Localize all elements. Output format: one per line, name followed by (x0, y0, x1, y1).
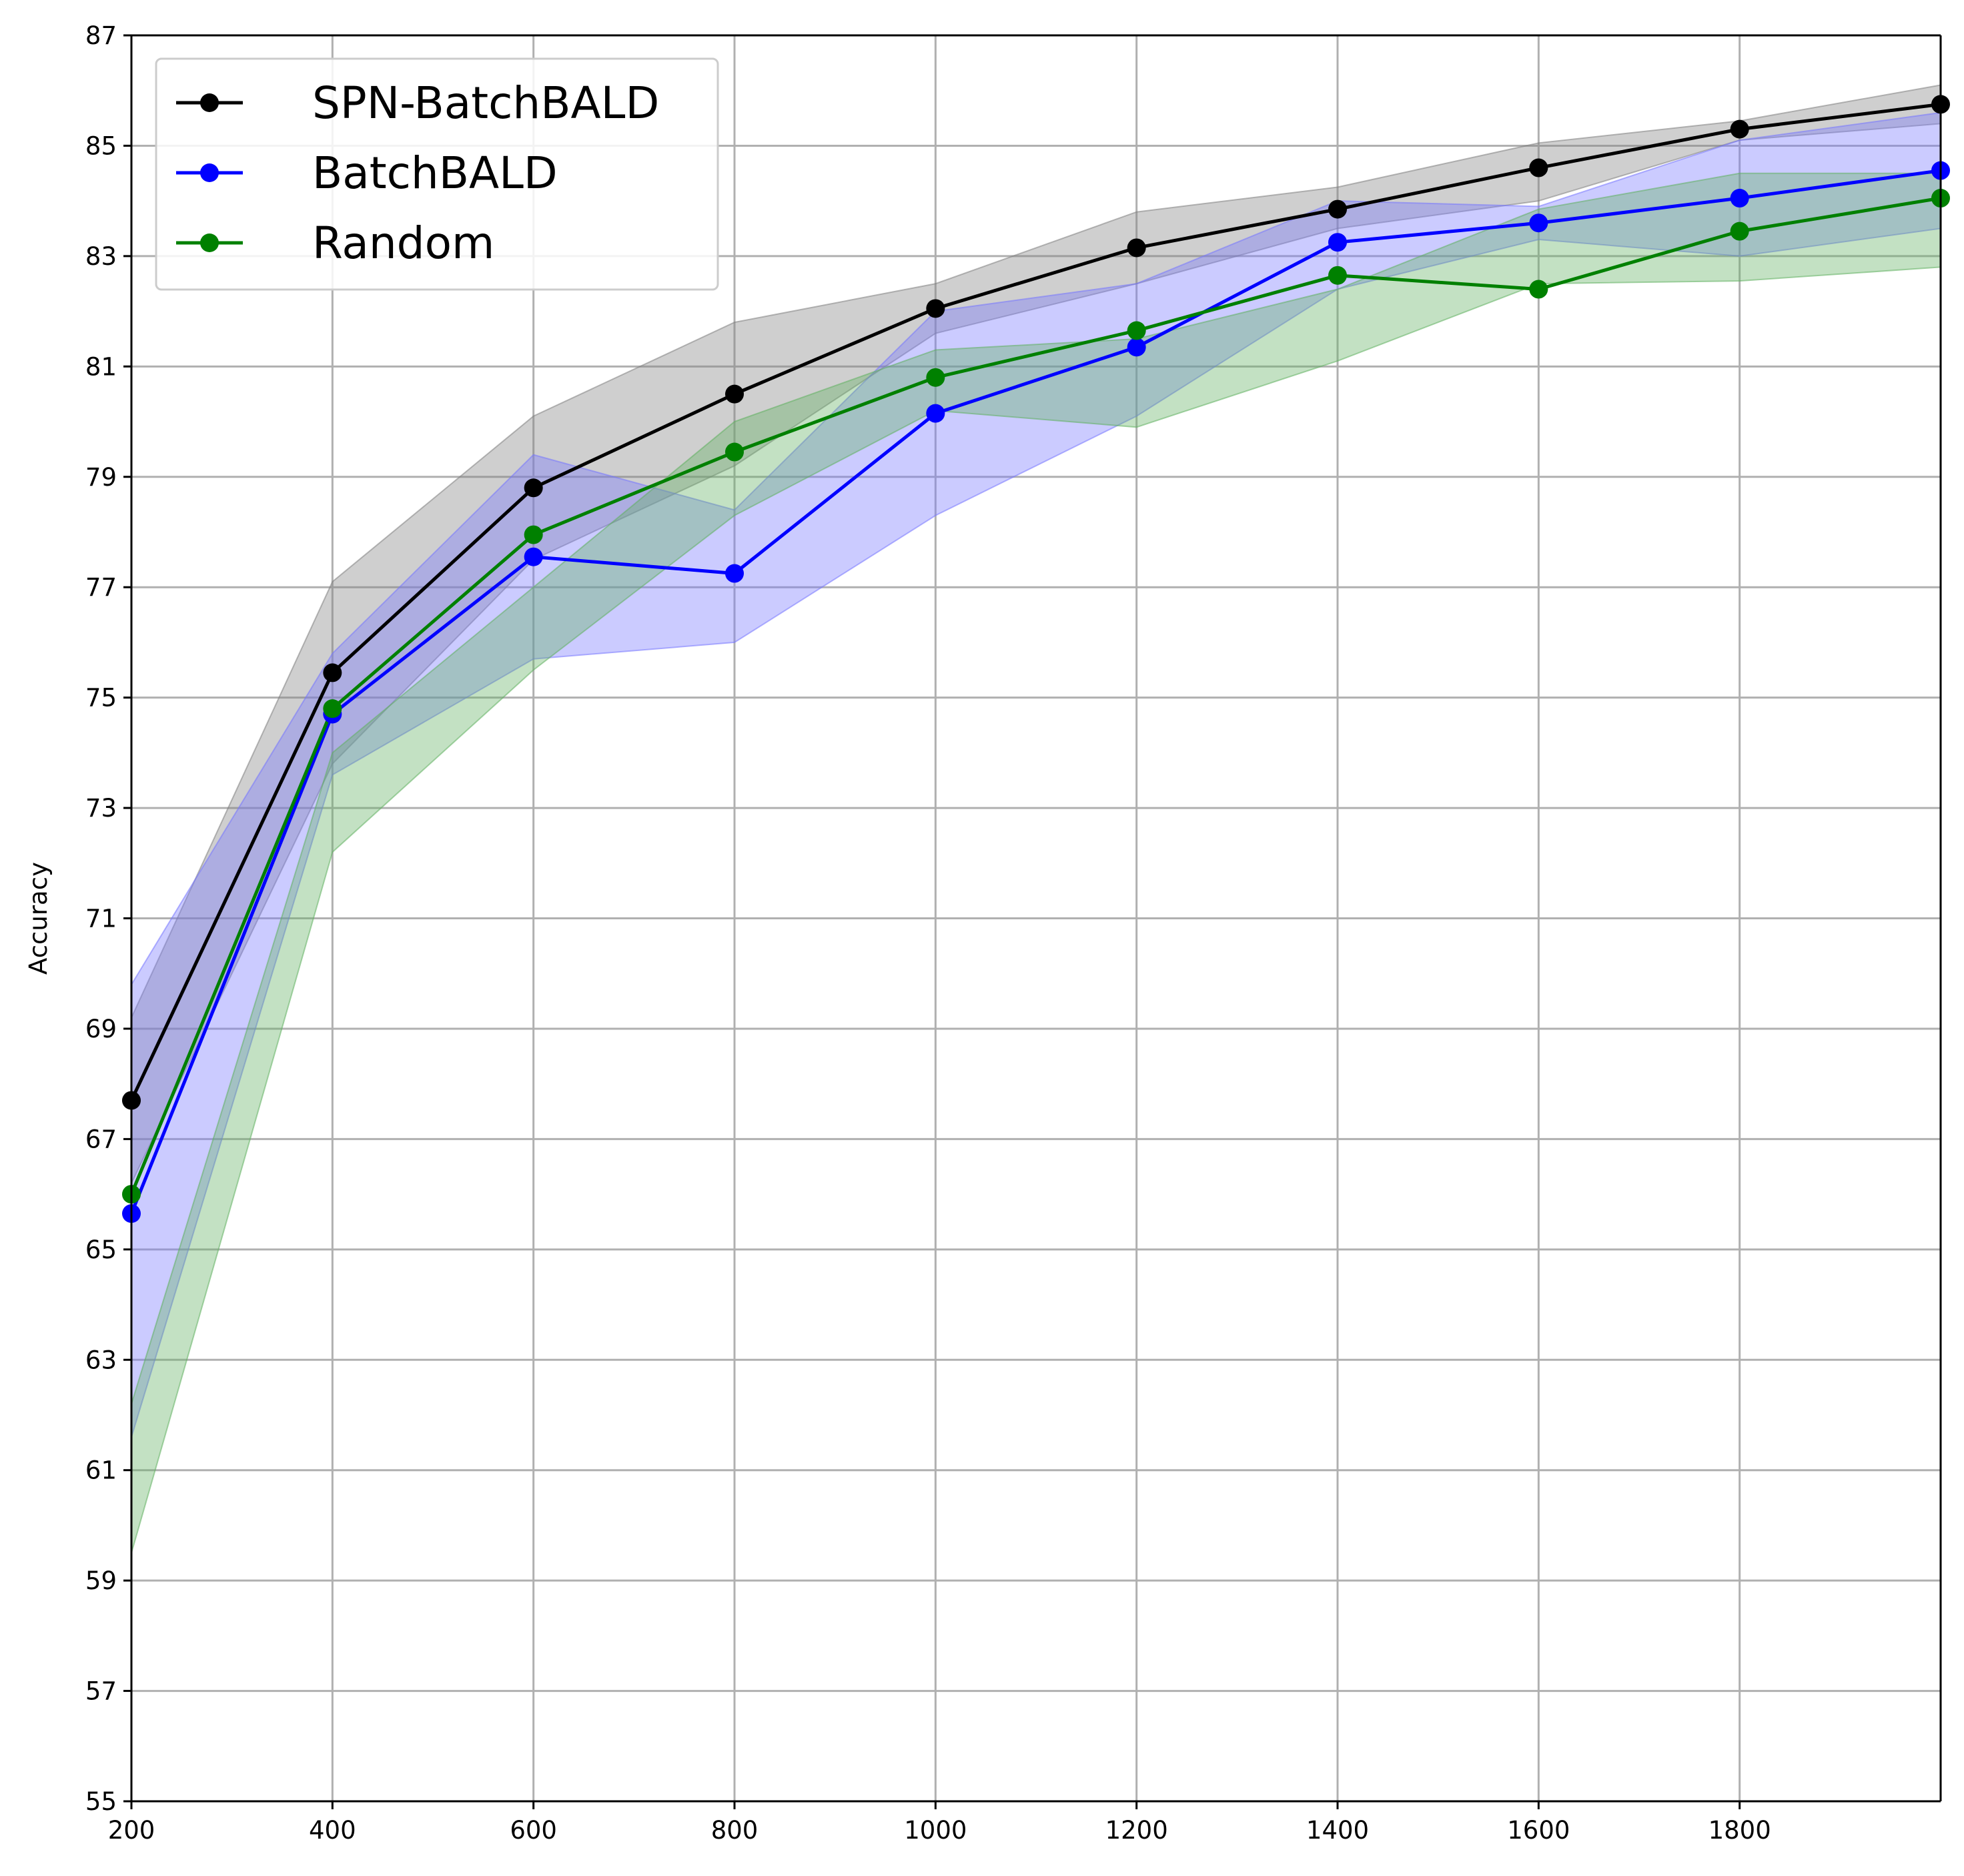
data-point-random (524, 525, 543, 544)
data-point-spn-batchbald (1328, 199, 1347, 219)
y-tick-label: 79 (85, 463, 117, 492)
data-point-spn-batchbald (323, 663, 342, 682)
tick-labels: 200 400 600 800 1000 1200 1400 1600 1800 55 57 59 61… (85, 21, 1771, 1845)
y-tick-label: 63 (85, 1346, 117, 1374)
x-tick-label: 1000 (904, 1816, 967, 1845)
data-point-random (1328, 266, 1347, 285)
legend-label-random: Random (312, 217, 494, 269)
series-line-random (131, 196, 1941, 1196)
data-point-spn-batchbald (926, 299, 945, 318)
y-tick-label: 87 (85, 21, 117, 50)
x-tick-label: 1800 (1708, 1816, 1771, 1845)
legend-label-batchbald: BatchBALD (312, 147, 558, 199)
series-lines (131, 102, 1941, 1214)
data-point-random (323, 699, 342, 719)
x-tick-label: 1600 (1507, 1816, 1570, 1845)
data-point-spn-batchbald (1529, 158, 1548, 177)
data-point-batchbald (725, 564, 744, 583)
data-point-batchbald (926, 404, 945, 423)
data-point-batchbald (1328, 233, 1347, 252)
data-point-spn-batchbald (1730, 119, 1749, 139)
axes (123, 34, 1942, 1809)
confidence-band-random (131, 172, 1941, 1554)
y-tick-label: 73 (85, 794, 117, 823)
y-tick-label: 77 (85, 573, 117, 602)
x-tick-label: 600 (510, 1816, 557, 1845)
y-tick-label: 85 (85, 131, 117, 160)
series-line-spn-batchbald (131, 102, 1941, 1101)
x-tick-label: 1400 (1306, 1816, 1369, 1845)
y-tick-label: 83 (85, 242, 117, 271)
data-point-random (1127, 321, 1146, 340)
data-point-random (1529, 280, 1548, 299)
y-tick-label: 61 (85, 1456, 117, 1485)
y-tick-label: 59 (85, 1566, 117, 1595)
y-tick-label: 69 (85, 1015, 117, 1043)
x-tick-label: 200 (108, 1816, 155, 1845)
legend-marker-random (200, 233, 219, 252)
confidence-band-spn-batchbald (131, 84, 1941, 1184)
legend: SPN-BatchBALD BatchBALD Random (155, 57, 719, 291)
y-tick-label: 81 (85, 352, 117, 381)
legend-label-spn-batchbald: SPN-BatchBALD (312, 77, 659, 129)
confidence-bands (131, 84, 1941, 1554)
data-point-batchbald (1730, 189, 1749, 208)
x-tick-label: 1200 (1105, 1816, 1168, 1845)
data-point-batchbald (1529, 213, 1548, 233)
x-tick-label: 800 (711, 1816, 759, 1845)
data-point-random (1730, 221, 1749, 241)
legend-marker-spn-batchbald (200, 93, 219, 112)
data-point-spn-batchbald (725, 384, 744, 404)
data-point-random (725, 442, 744, 462)
confidence-band-batchbald (131, 111, 1941, 1438)
legend-box (155, 57, 719, 291)
y-tick-label: 67 (85, 1125, 117, 1153)
legend-marker-batchbald (200, 163, 219, 182)
y-tick-label: 65 (85, 1236, 117, 1264)
y-axis-label: Accuracy (24, 862, 53, 975)
x-tick-label: 400 (309, 1816, 356, 1845)
y-tick-label: 71 (85, 905, 117, 933)
data-point-random (926, 368, 945, 387)
series-line-batchbald (131, 169, 1941, 1214)
y-tick-label: 55 (85, 1787, 117, 1816)
data-point-batchbald (1127, 338, 1146, 357)
data-point-batchbald (524, 547, 543, 566)
data-point-spn-batchbald (1127, 238, 1146, 258)
y-tick-label: 57 (85, 1677, 117, 1706)
y-tick-label: 75 (85, 684, 117, 713)
data-point-spn-batchbald (524, 478, 543, 498)
